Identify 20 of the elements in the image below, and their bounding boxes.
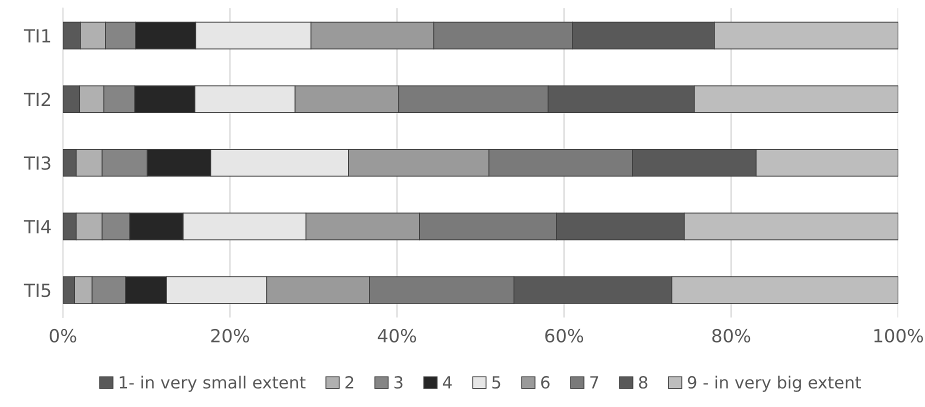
legend-label: 4 <box>442 376 452 388</box>
y-tick-label: TI3 <box>24 156 50 170</box>
x-tick-label: 100% <box>874 328 923 343</box>
y-tick-label: TI5 <box>24 284 50 298</box>
legend-label: 9 - in very big extent <box>688 376 862 392</box>
legend-label: 1- in very small extent <box>120 376 306 392</box>
x-tick-label: 80% <box>712 328 750 343</box>
x-tick-label: 20% <box>211 328 250 343</box>
legend-label: 3 <box>394 376 402 389</box>
y-tick-label: TI4 <box>24 220 51 234</box>
y-tick-label: TI2 <box>24 92 50 106</box>
legend-label: 5 <box>492 376 500 389</box>
x-tick-label: 0% <box>50 328 76 343</box>
x-tick-label: 60% <box>545 328 584 343</box>
legend-label: 7 <box>590 376 598 388</box>
y-tick-label: TI1 <box>24 29 50 42</box>
x-tick-label: 40% <box>378 328 416 343</box>
legend-label: 8 <box>638 376 648 389</box>
legend-label: 2 <box>345 376 354 388</box>
legend-label: 6 <box>541 376 550 389</box>
